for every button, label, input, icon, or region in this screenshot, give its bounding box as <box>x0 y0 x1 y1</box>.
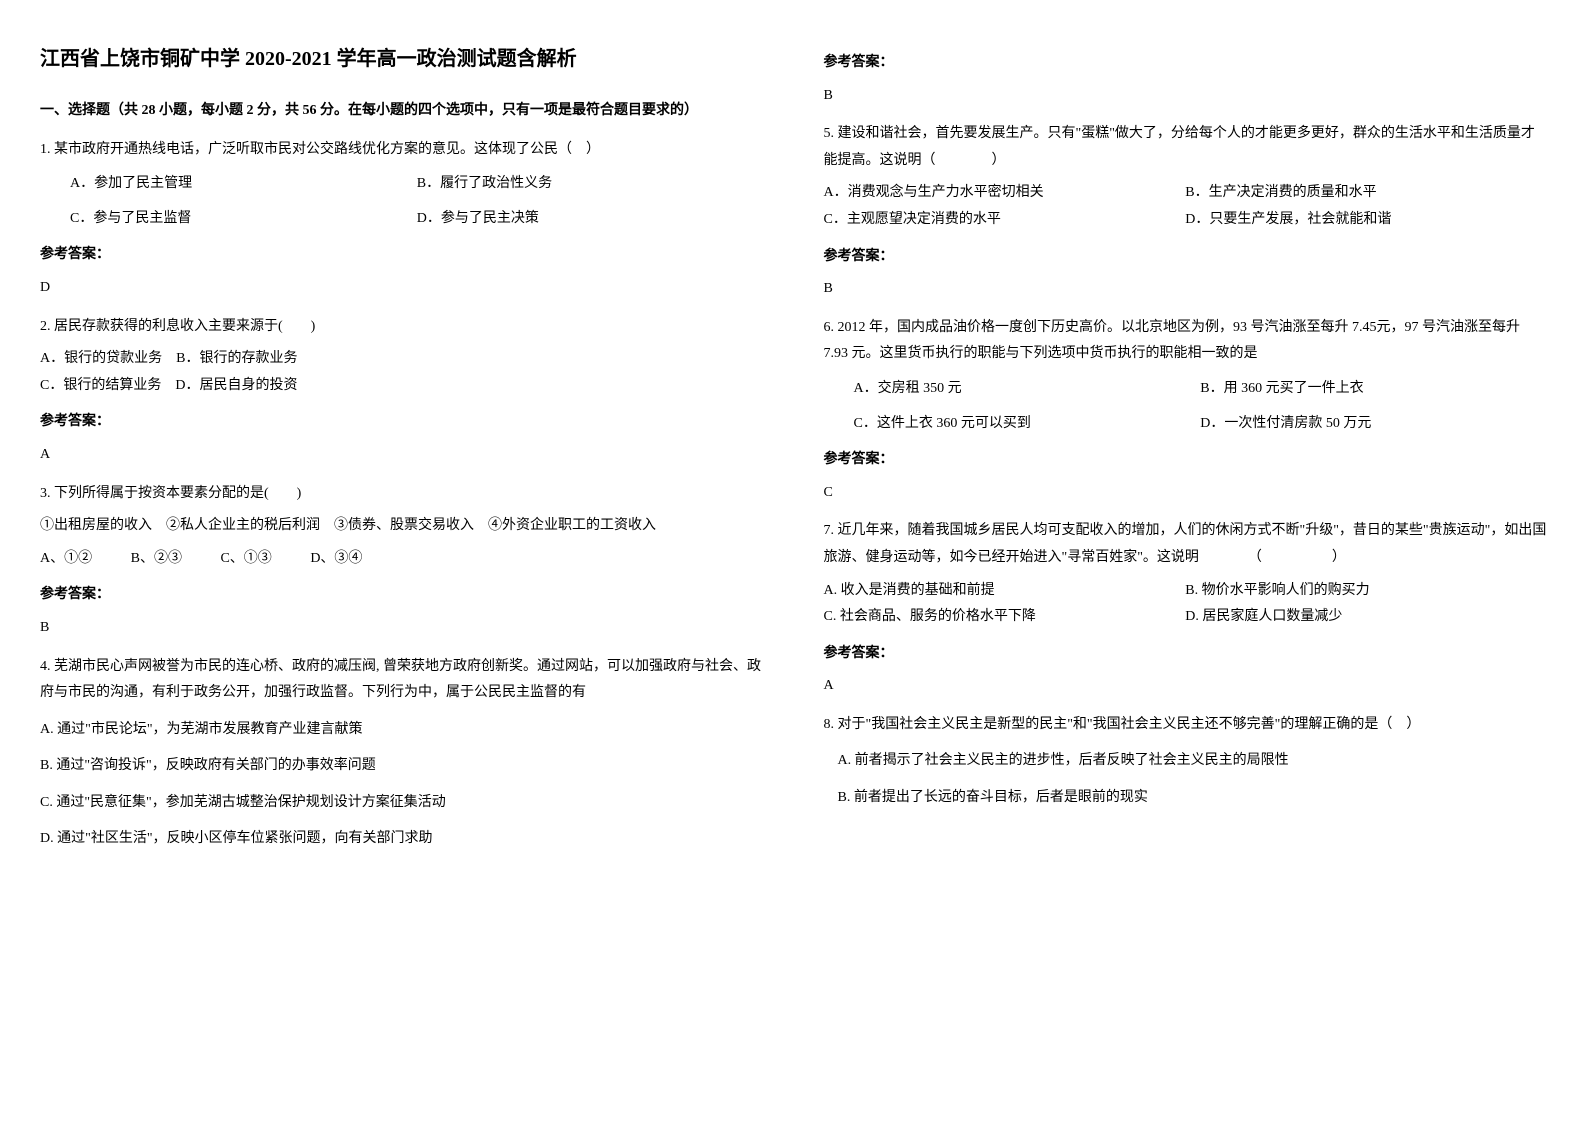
question-8: 8. 对于"我国社会主义民主是新型的民主"和"我国社会主义民主还不够完善"的理解… <box>824 712 1548 739</box>
question-4: 4. 芜湖市民心声网被誉为市民的连心桥、政府的减压阀, 曾荣获地方政府创新奖。通… <box>40 654 764 707</box>
q2-optA: A．银行的贷款业务 <box>40 351 162 366</box>
q1-answer-label: 参考答案： <box>40 242 764 269</box>
page-title: 江西省上饶市铜矿中学 2020-2021 学年高一政治测试题含解析 <box>40 40 764 78</box>
q5-optB: B．生产决定消费的质量和水平 <box>1185 180 1547 207</box>
q5-answer: B <box>824 276 1548 303</box>
q4-answer: B <box>824 83 1548 110</box>
q5-optA: A．消费观念与生产力水平密切相关 <box>824 180 1186 207</box>
q3-line2: ①出租房屋的收入 ②私人企业主的税后利润 ③债券、股票交易收入 ④外资企业职工的… <box>40 513 764 540</box>
q6-answer: C <box>824 480 1548 507</box>
q1-optD: D．参与了民主决策 <box>417 206 764 233</box>
q2-opts-line2: C．银行的结算业务 D．居民自身的投资 <box>40 373 764 400</box>
q7-optC: C. 社会商品、服务的价格水平下降 <box>824 604 1186 631</box>
q6-opts-row1: A．交房租 350 元 B．用 360 元买了一件上衣 <box>824 376 1548 403</box>
q4-optD: D. 通过"社区生活"，反映小区停车位紧张问题，向有关部门求助 <box>40 826 764 853</box>
question-5: 5. 建设和谐社会，首先要发展生产。只有"蛋糕"做大了，分给每个人的才能更多更好… <box>824 121 1548 174</box>
q5-opts-row1: A．消费观念与生产力水平密切相关 B．生产决定消费的质量和水平 <box>824 180 1548 207</box>
q2-opts-line1: A．银行的贷款业务 B．银行的存款业务 <box>40 346 764 373</box>
q4-optC: C. 通过"民意征集"，参加芜湖古城整治保护规划设计方案征集活动 <box>40 790 764 817</box>
question-1: 1. 某市政府开通热线电话，广泛听取市民对公交路线优化方案的意见。这体现了公民（… <box>40 137 764 164</box>
q8-optA: A. 前者揭示了社会主义民主的进步性，后者反映了社会主义民主的局限性 <box>824 748 1548 775</box>
q2-optB: B．银行的存款业务 <box>176 351 297 366</box>
q7-opts-row1: A. 收入是消费的基础和前提 B. 物价水平影响人们的购买力 <box>824 578 1548 605</box>
q6-optC: C．这件上衣 360 元可以买到 <box>854 411 1201 438</box>
q3-options: A、①② B、②③ C、①③ D、③④ <box>40 546 764 573</box>
question-3: 3. 下列所得属于按资本要素分配的是( ) <box>40 481 764 508</box>
section-header: 一、选择题（共 28 小题，每小题 2 分，共 56 分。在每小题的四个选项中，… <box>40 98 764 125</box>
q3-answer: B <box>40 615 764 642</box>
q1-options-row1: A．参加了民主管理 B．履行了政治性义务 <box>40 171 764 198</box>
q4-optB: B. 通过"咨询投诉"，反映政府有关部门的办事效率问题 <box>40 753 764 780</box>
q5-opts-row2: C．主观愿望决定消费的水平 D．只要生产发展，社会就能和谐 <box>824 207 1548 234</box>
question-6: 6. 2012 年，国内成品油价格一度创下历史高价。以北京地区为例，93 号汽油… <box>824 315 1548 368</box>
q1-optB: B．履行了政治性义务 <box>417 171 764 198</box>
question-2: 2. 居民存款获得的利息收入主要来源于( ) <box>40 314 764 341</box>
q6-opts-row2: C．这件上衣 360 元可以买到 D．一次性付清房款 50 万元 <box>824 411 1548 438</box>
q7-answer-label: 参考答案： <box>824 641 1548 668</box>
q7-optA: A. 收入是消费的基础和前提 <box>824 578 1186 605</box>
q1-options-row2: C．参与了民主监督 D．参与了民主决策 <box>40 206 764 233</box>
q4-optA: A. 通过"市民论坛"，为芜湖市发展教育产业建言献策 <box>40 717 764 744</box>
q4-answer-label: 参考答案： <box>824 50 1548 77</box>
q7-optB: B. 物价水平影响人们的购买力 <box>1185 578 1547 605</box>
q3-answer-label: 参考答案： <box>40 582 764 609</box>
q1-answer: D <box>40 275 764 302</box>
q2-optC: C．银行的结算业务 <box>40 378 161 393</box>
q6-optD: D．一次性付清房款 50 万元 <box>1200 411 1547 438</box>
q3-optD: D、③④ <box>310 551 362 566</box>
q5-optD: D．只要生产发展，社会就能和谐 <box>1185 207 1547 234</box>
q2-optD: D．居民自身的投资 <box>175 378 297 393</box>
q6-optB: B．用 360 元买了一件上衣 <box>1200 376 1547 403</box>
q2-answer: A <box>40 442 764 469</box>
q5-optC: C．主观愿望决定消费的水平 <box>824 207 1186 234</box>
left-column: 江西省上饶市铜矿中学 2020-2021 学年高一政治测试题含解析 一、选择题（… <box>40 40 764 853</box>
right-column: 参考答案： B 5. 建设和谐社会，首先要发展生产。只有"蛋糕"做大了，分给每个… <box>824 40 1548 853</box>
q8-optB: B. 前者提出了长远的奋斗目标，后者是眼前的现实 <box>824 785 1548 812</box>
q3-optC: C、①③ <box>220 551 271 566</box>
q6-optA: A．交房租 350 元 <box>854 376 1201 403</box>
q3-optA: A、①② <box>40 551 92 566</box>
q6-answer-label: 参考答案： <box>824 447 1548 474</box>
q5-answer-label: 参考答案： <box>824 244 1548 271</box>
q7-optD: D. 居民家庭人口数量减少 <box>1185 604 1547 631</box>
question-7: 7. 近几年来，随着我国城乡居民人均可支配收入的增加，人们的休闲方式不断"升级"… <box>824 518 1548 571</box>
q3-optB: B、②③ <box>131 551 182 566</box>
q1-optA: A．参加了民主管理 <box>70 171 417 198</box>
q7-answer: A <box>824 673 1548 700</box>
q2-answer-label: 参考答案： <box>40 409 764 436</box>
q7-opts-row2: C. 社会商品、服务的价格水平下降 D. 居民家庭人口数量减少 <box>824 604 1548 631</box>
q1-optC: C．参与了民主监督 <box>70 206 417 233</box>
